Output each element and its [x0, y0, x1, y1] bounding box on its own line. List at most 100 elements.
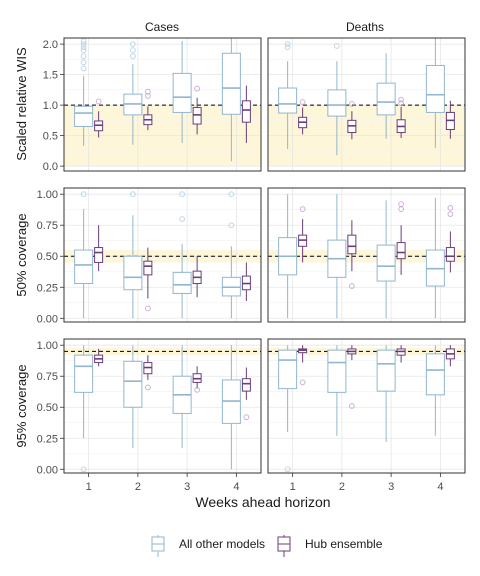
y-tick-label-r1-2: 0.50 — [37, 251, 58, 263]
strip-bg-1 — [268, 20, 465, 38]
box-iqr — [123, 360, 143, 408]
x-tick-label-c1-2: 3 — [388, 481, 394, 493]
box-iqr — [396, 242, 406, 260]
legend-label-hub: Hub ensemble — [305, 537, 383, 551]
y-tick-label-r0-2: 1.0 — [43, 100, 58, 112]
all-other-models-box-h2 — [327, 43, 347, 156]
box-iqr — [241, 378, 251, 392]
all-other-models-box-h1 — [74, 38, 94, 146]
x-tick-label-c0-0: 1 — [86, 481, 92, 493]
all-other-models-box-h2 — [327, 194, 347, 319]
all-other-models-box-h1 — [278, 41, 298, 150]
box-iqr — [74, 105, 94, 127]
outlier-point — [144, 88, 151, 95]
hub-ensemble-box-h1 — [298, 345, 308, 386]
box-iqr — [347, 234, 357, 255]
outlier-point — [80, 466, 87, 473]
panel-border — [267, 187, 466, 323]
x-tick-label-c0-3: 4 — [233, 481, 239, 493]
box-iqr — [221, 52, 241, 115]
hub-ensemble-box-h4 — [241, 262, 251, 301]
x-tick-label-c1-1: 2 — [339, 481, 345, 493]
panel-border — [63, 187, 262, 323]
outlier-point — [348, 283, 355, 289]
outlier-point — [299, 99, 306, 105]
outlier-point — [80, 65, 87, 72]
all-other-models-box-h4 — [221, 38, 241, 162]
y-tick-label-r0-4: 2.0 — [43, 39, 58, 51]
hub-ensemble-box-h1 — [94, 225, 104, 272]
box-iqr — [74, 249, 94, 285]
outlier-point — [284, 466, 291, 473]
hub-ensemble-box-h1 — [94, 348, 104, 367]
panel-border — [63, 338, 262, 474]
outlier-point — [447, 204, 454, 211]
panel-border — [63, 37, 262, 172]
hub-ensemble-box-h1 — [298, 99, 308, 135]
hub-ensemble-box-h3 — [192, 366, 202, 393]
box-iqr — [445, 247, 455, 262]
all-other-models-box-h1 — [278, 194, 298, 319]
box-iqr — [123, 255, 143, 291]
x-tick-label-c0-2: 3 — [184, 481, 190, 493]
outlier-point — [228, 222, 235, 229]
all-other-models-box-h2 — [123, 191, 143, 319]
outlier-point — [80, 47, 87, 54]
y-tick-label-r1-4: 1.00 — [37, 189, 58, 201]
box-iqr — [172, 271, 192, 294]
box-iqr — [327, 349, 347, 393]
strip-bg-0 — [64, 20, 261, 38]
panel-r1-c0 — [63, 187, 262, 323]
hub-ensemble-box-h2 — [143, 247, 153, 312]
outlier-point — [299, 379, 306, 386]
panel-plot-area — [268, 38, 465, 171]
outlier-point — [228, 191, 235, 198]
all-other-models-box-h2 — [123, 345, 143, 449]
hub-ensemble-box-h3 — [396, 345, 406, 363]
outlier-point — [398, 96, 405, 103]
hub-ensemble-box-h2 — [143, 355, 153, 391]
box-iqr — [278, 87, 298, 114]
panel-border — [267, 37, 466, 172]
outlier-point — [129, 53, 136, 60]
y-tick-label-r0-0: 0.0 — [43, 161, 58, 173]
outlier-point — [447, 211, 454, 217]
all-other-models-box-h3 — [376, 345, 396, 442]
outlier-point — [299, 206, 306, 212]
outlier-point — [80, 44, 87, 51]
box-iqr — [192, 107, 202, 125]
outlier-point — [144, 93, 151, 99]
box-iqr — [241, 100, 251, 123]
hub-ensemble-box-h1 — [94, 98, 104, 138]
all-other-models-box-h3 — [172, 41, 192, 143]
box-iqr — [425, 64, 445, 113]
y-tick-label-r0-3: 1.5 — [43, 70, 58, 82]
hub-ensemble-box-h3 — [396, 96, 406, 139]
outlier-point — [129, 47, 136, 54]
outlier-point — [80, 38, 87, 44]
outlier-point — [398, 201, 405, 208]
outlier-point — [398, 100, 405, 107]
x-tick-label-c1-0: 1 — [290, 481, 296, 493]
y-tick-label-r2-0: 0.00 — [37, 464, 58, 476]
box-iqr — [74, 354, 94, 393]
outlier-point — [333, 43, 340, 49]
outlier-point — [284, 44, 291, 51]
hub-ensemble-box-h3 — [192, 256, 202, 298]
panel-r1-c1 — [267, 187, 466, 323]
all-other-models-box-h4 — [425, 345, 445, 436]
outlier-point — [80, 191, 87, 198]
box-iqr — [376, 244, 396, 282]
box-iqr — [94, 247, 104, 263]
hub-ensemble-box-h4 — [445, 345, 455, 367]
box-iqr — [172, 72, 192, 113]
y-tick-label-r2-1: 0.25 — [37, 433, 58, 445]
outlier-point — [284, 41, 291, 48]
x-axis-title: Weeks ahead horizon — [195, 494, 330, 510]
outlier-point — [194, 386, 201, 393]
legend: All other models Hub ensemble — [151, 535, 383, 557]
outlier-point — [348, 403, 355, 409]
outlier-point — [243, 414, 250, 421]
outlier-point — [80, 41, 87, 48]
hub-ensemble-box-h3 — [396, 201, 406, 275]
